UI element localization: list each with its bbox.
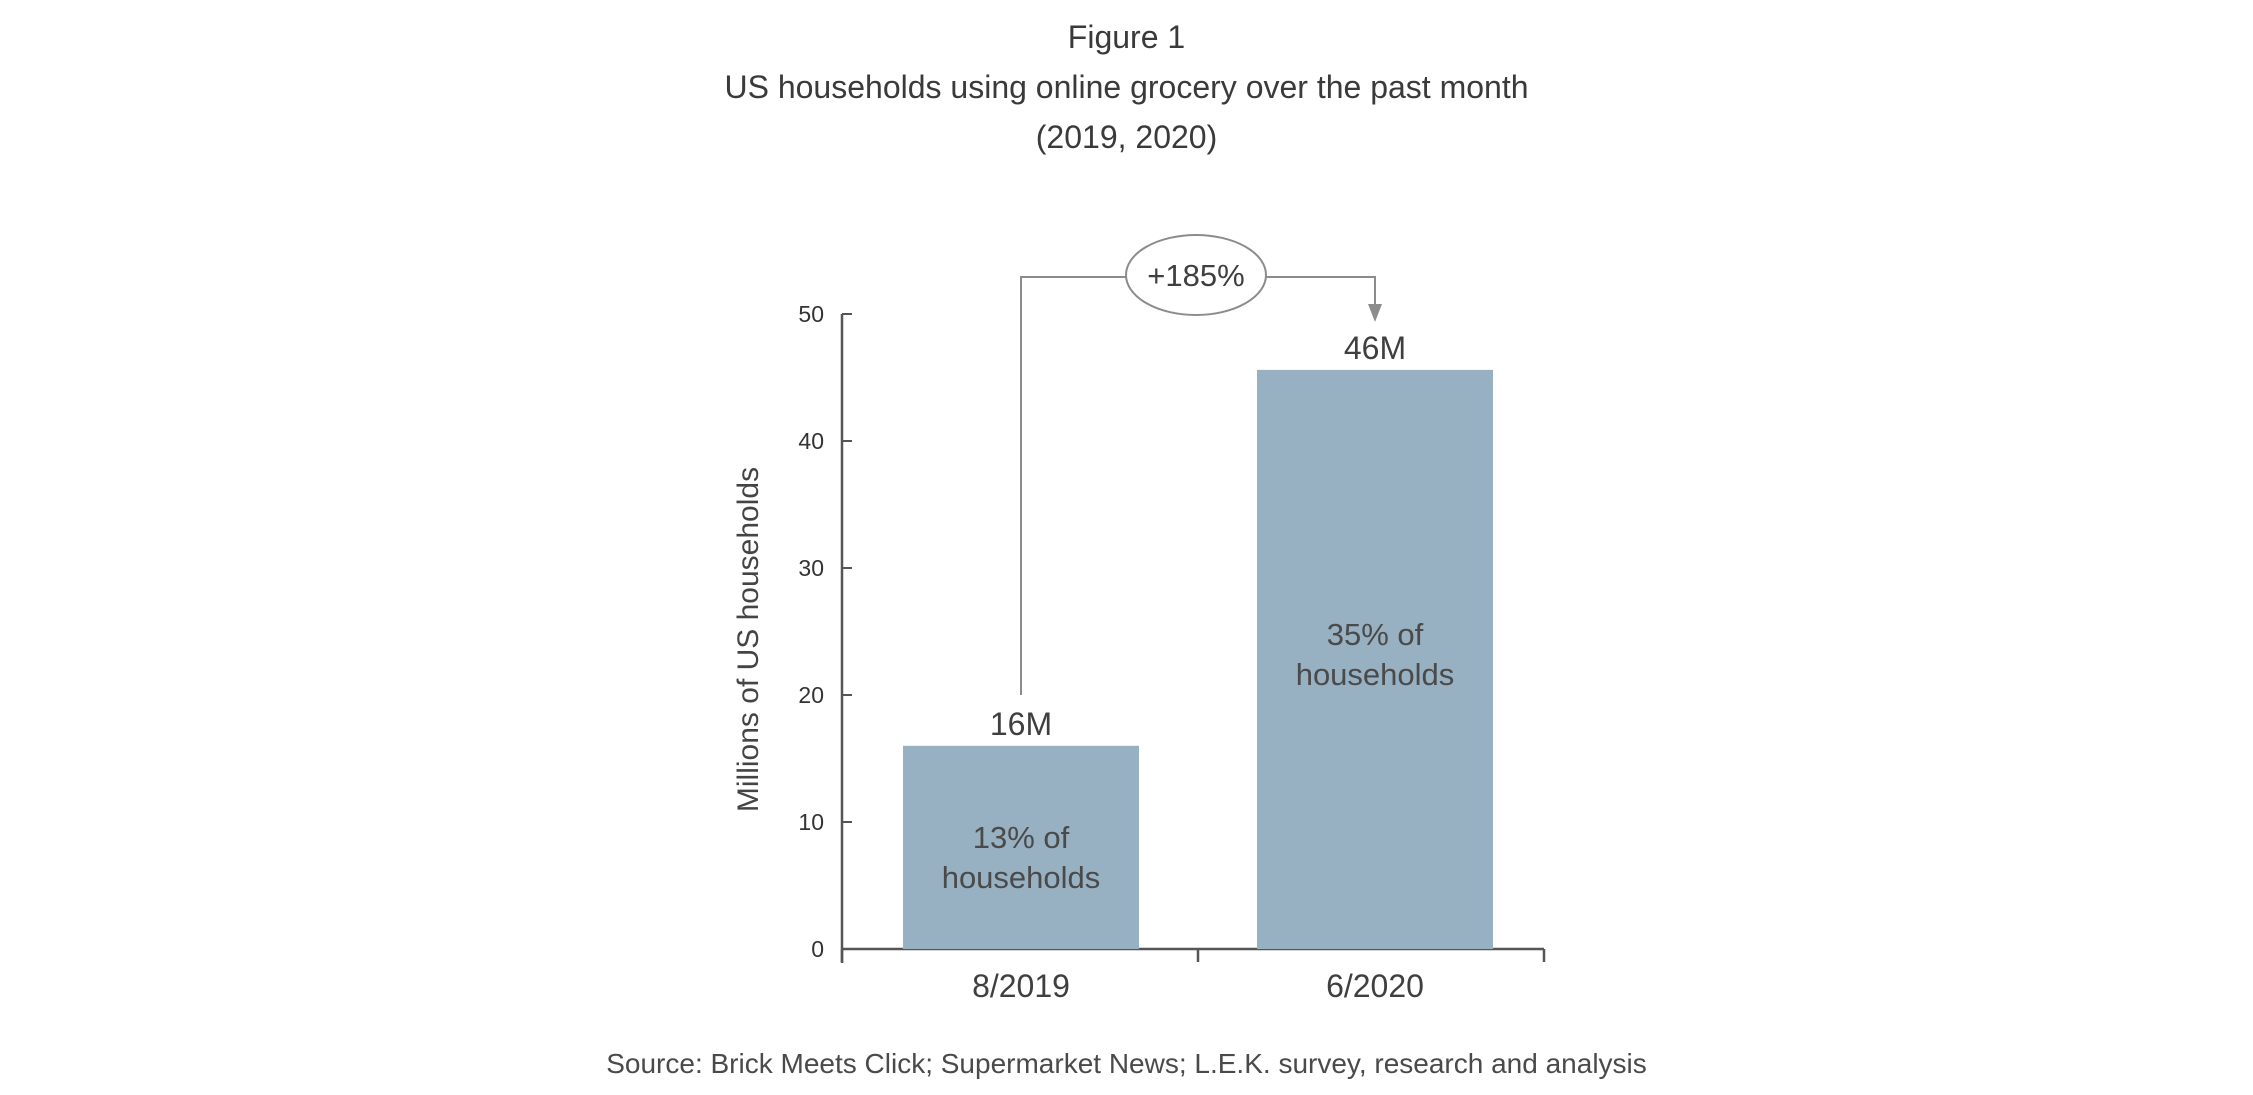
bar-value-label: 16M — [990, 706, 1052, 742]
change-annotation: +185% — [1020, 234, 1382, 695]
bar-value-label: 46M — [1344, 330, 1406, 366]
y-tick-label: 20 — [798, 682, 824, 708]
figure-label: Figure 1 — [1067, 19, 1186, 55]
connector-line-right — [1266, 276, 1376, 304]
y-tick-label: 30 — [798, 555, 824, 581]
y-axis-title: Millions of US households — [732, 467, 765, 812]
source-note: Source: Brick Meets Click; Supermarket N… — [606, 1048, 1647, 1079]
bars — [903, 369, 1493, 949]
chart-title: US households using online grocery over … — [724, 69, 1529, 105]
x-category-label: 6/2020 — [1326, 968, 1424, 1004]
change-bubble — [1125, 234, 1267, 316]
connector-line-left — [1020, 276, 1126, 695]
arrowhead-icon — [1368, 304, 1382, 322]
bar — [903, 745, 1139, 949]
chart-subtitle: (2019, 2020) — [1035, 119, 1218, 155]
x-category-label: 8/2019 — [972, 968, 1070, 1004]
y-tick-label: 10 — [798, 809, 824, 835]
bar-inner-label: 35% of — [1327, 617, 1424, 652]
change-label: +185% — [1147, 258, 1244, 293]
bar-inner-label: 13% of — [973, 820, 1070, 855]
bar — [1257, 369, 1493, 949]
bar-inner-label: households — [942, 860, 1101, 895]
bar-inner-label: households — [1296, 657, 1455, 692]
bar-labels: 8/2019 16M 13% of households 6/2020 46M 35% of… — [942, 330, 1455, 1004]
y-tick-label: 0 — [811, 936, 824, 962]
y-tick-label: 40 — [798, 428, 824, 454]
y-tick-label: 50 — [798, 301, 824, 327]
